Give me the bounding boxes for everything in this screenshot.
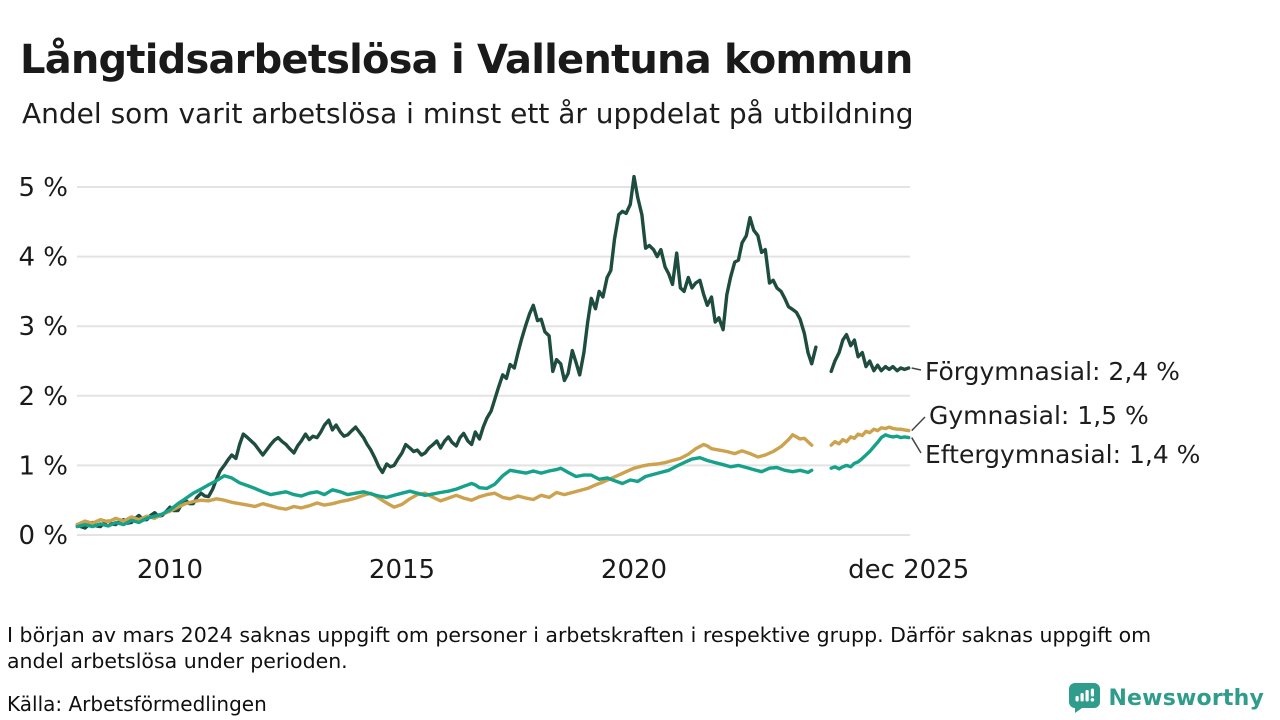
label-connector — [911, 367, 922, 371]
series-line-förgymnasial — [75, 174, 818, 530]
series-line-eftergymnasial — [829, 433, 911, 471]
series-line-förgymnasial — [829, 332, 911, 374]
series-line-eftergymnasial — [75, 456, 814, 529]
newsworthy-icon — [1069, 683, 1101, 713]
page-subtitle: Andel som varit arbetslösa i minst ett å… — [22, 97, 914, 130]
x-tick-label: 2015 — [369, 555, 435, 585]
footnote-line-2: andel arbetslösa under perioden. — [7, 649, 348, 673]
x-tick-label: 2010 — [137, 555, 203, 585]
newsworthy-logo[interactable]: Newsworthy — [1069, 683, 1264, 713]
y-tick-label: 5 % — [18, 173, 68, 203]
footnote: I början av mars 2024 saknas uppgift om … — [7, 622, 1151, 674]
series-end-label-gymnasial: Gymnasial: 1,5 % — [929, 401, 1149, 430]
series-end-label-eftergymnasial: Eftergymnasial: 1,4 % — [925, 440, 1201, 469]
series-end-label-forgymnasial: Förgymnasial: 2,4 % — [925, 357, 1180, 386]
x-tick-label: 2020 — [601, 555, 667, 585]
label-connector — [911, 416, 926, 432]
newsworthy-wordmark: Newsworthy — [1108, 685, 1264, 711]
series-line-gymnasial — [829, 425, 911, 447]
x-tick-label: dec 2025 — [848, 555, 969, 585]
page-title: Långtidsarbetslösa i Vallentuna kommun — [20, 36, 913, 83]
label-connector — [911, 437, 922, 454]
y-tick-label: 2 % — [18, 382, 68, 412]
y-tick-label: 0 % — [18, 521, 68, 551]
footnote-line-1: I början av mars 2024 saknas uppgift om … — [7, 623, 1152, 647]
series-line-gymnasial — [75, 433, 814, 527]
y-tick-label: 3 % — [18, 312, 68, 342]
y-tick-label: 4 % — [18, 243, 68, 273]
source-line: Källa: Arbetsförmedlingen — [7, 692, 267, 716]
y-tick-label: 1 % — [18, 451, 68, 481]
